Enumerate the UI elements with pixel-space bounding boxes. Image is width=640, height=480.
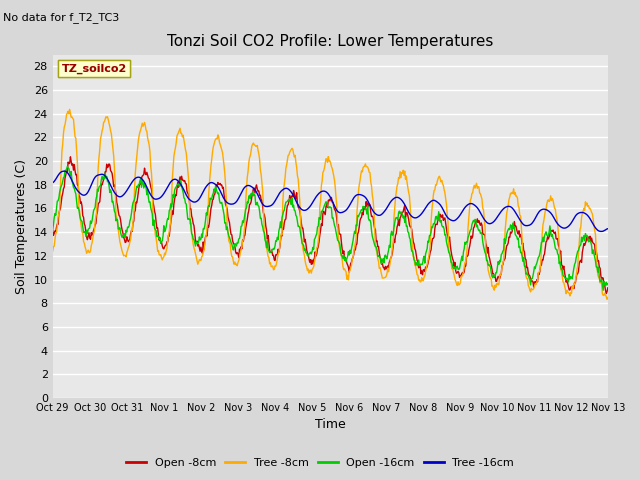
Title: Tonzi Soil CO2 Profile: Lower Temperatures: Tonzi Soil CO2 Profile: Lower Temperatur…: [167, 34, 493, 49]
X-axis label: Time: Time: [315, 419, 346, 432]
Text: No data for f_T2_TC3: No data for f_T2_TC3: [3, 12, 120, 23]
Y-axis label: Soil Temperatures (C): Soil Temperatures (C): [15, 159, 28, 294]
Legend: TZ_soilco2: TZ_soilco2: [58, 60, 130, 77]
Legend: Open -8cm, Tree -8cm, Open -16cm, Tree -16cm: Open -8cm, Tree -8cm, Open -16cm, Tree -…: [122, 453, 518, 472]
